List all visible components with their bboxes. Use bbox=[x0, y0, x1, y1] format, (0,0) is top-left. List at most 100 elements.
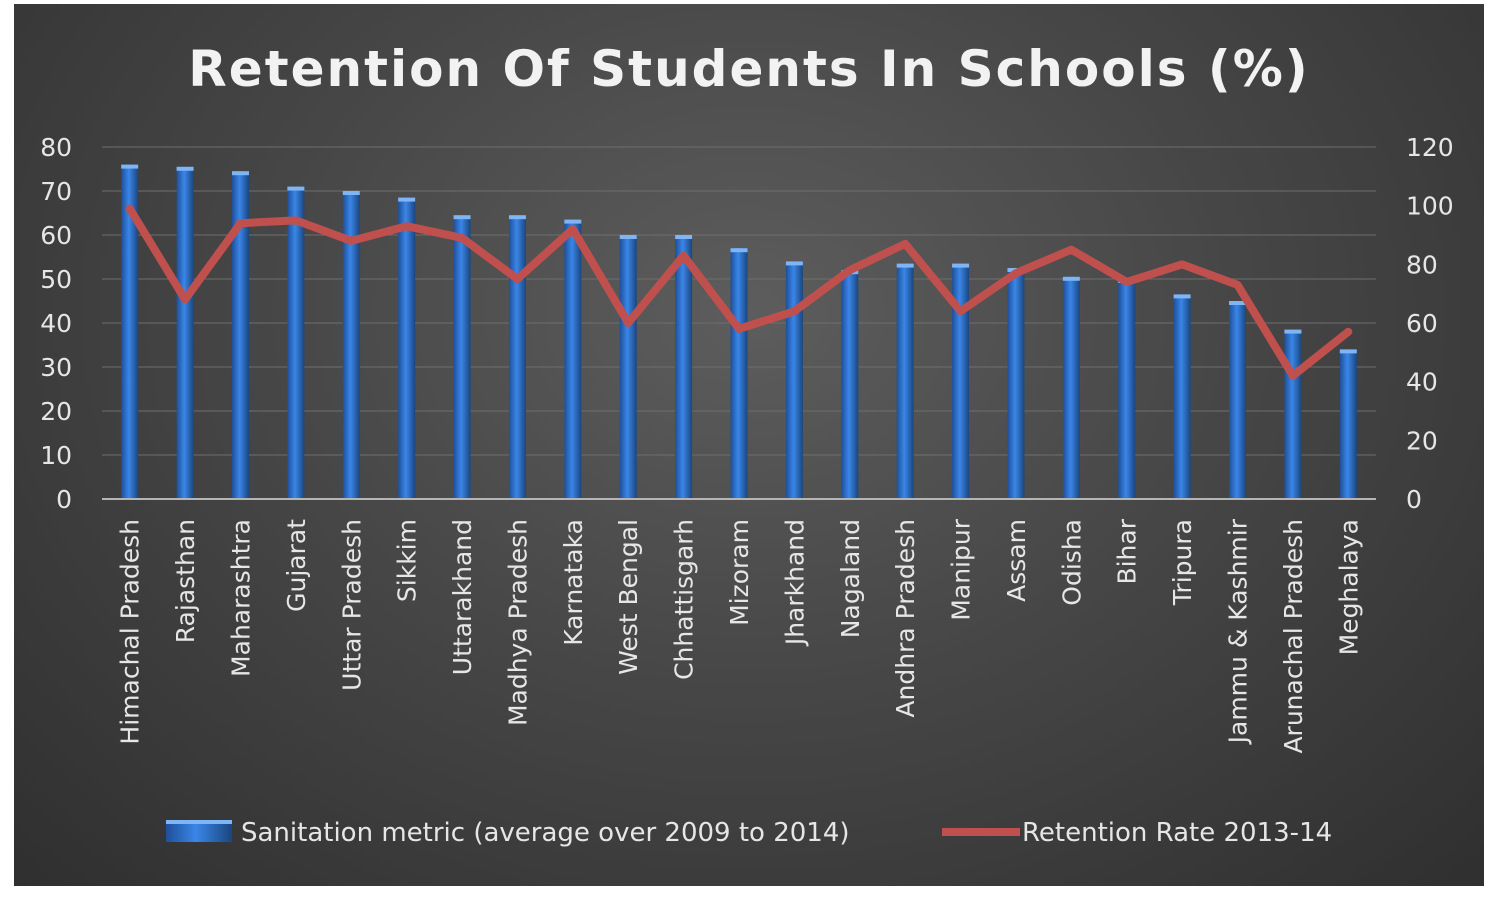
bar-series bbox=[121, 164, 1357, 500]
y-left-tick-label: 60 bbox=[40, 221, 72, 250]
bar bbox=[1062, 276, 1080, 499]
line-point bbox=[904, 242, 907, 245]
y-left-tick-label: 20 bbox=[40, 397, 72, 426]
category-label: Meghalaya bbox=[1334, 519, 1363, 655]
line-point bbox=[516, 278, 519, 280]
line-point bbox=[1181, 263, 1184, 266]
line-point bbox=[1347, 330, 1350, 333]
category-label: Sikkim bbox=[393, 519, 422, 602]
category-label: Assam bbox=[1002, 519, 1031, 602]
line-point bbox=[239, 222, 242, 225]
bar bbox=[121, 164, 139, 499]
line-point bbox=[793, 310, 796, 313]
bar-highlight bbox=[1284, 329, 1302, 334]
category-label: Tripura bbox=[1168, 519, 1197, 606]
bar bbox=[398, 197, 416, 499]
y-left-tick-label: 40 bbox=[40, 309, 72, 338]
chart-frame: Retention Of Students In Schools (%) 0 10… bbox=[14, 4, 1484, 886]
bar-highlight bbox=[564, 219, 582, 224]
line-point bbox=[627, 322, 630, 324]
category-label: Himachal Pradesh bbox=[116, 519, 145, 745]
line-point bbox=[405, 225, 408, 228]
line-point bbox=[184, 298, 187, 301]
legend-label-line: Retention Rate 2013-14 bbox=[1022, 818, 1332, 848]
category-label: Mizoram bbox=[725, 519, 754, 626]
legend: Sanitation metric (average over 2009 to … bbox=[166, 818, 1332, 848]
bar bbox=[785, 261, 803, 499]
bar-highlight bbox=[231, 171, 249, 176]
bar-highlight bbox=[1062, 276, 1080, 281]
category-label: Odisha bbox=[1057, 519, 1086, 606]
bar bbox=[1173, 294, 1191, 499]
bar bbox=[453, 215, 471, 499]
line-point bbox=[682, 254, 685, 257]
y-left-tick-label: 10 bbox=[40, 441, 72, 470]
bar-highlight bbox=[121, 164, 139, 169]
y-right-tick-label: 60 bbox=[1406, 309, 1438, 338]
bar-highlight bbox=[1339, 349, 1357, 354]
category-label: Maharashtra bbox=[226, 519, 255, 677]
bar-highlight bbox=[453, 215, 471, 220]
y-left-tick-label: 50 bbox=[40, 265, 72, 294]
y-right-tick-label: 20 bbox=[1406, 426, 1438, 455]
bar-highlight bbox=[508, 215, 526, 220]
category-label: Bihar bbox=[1113, 518, 1142, 584]
category-label: West Bengal bbox=[614, 519, 643, 675]
bar bbox=[730, 248, 748, 499]
bar bbox=[287, 186, 305, 499]
y-left-tick-label: 80 bbox=[40, 133, 72, 162]
y-left-tick-label: 0 bbox=[56, 485, 72, 514]
line-point bbox=[1236, 283, 1239, 286]
line-series bbox=[125, 204, 1353, 380]
bar-highlight bbox=[619, 235, 637, 239]
y-right-tick-label: 80 bbox=[1406, 250, 1438, 279]
axes: 0 10 20 30 40 50 60 70 80 0 20 40 60 80 100 120 Himachal… bbox=[40, 133, 1454, 754]
line-point bbox=[350, 239, 353, 242]
combo-chart: Retention Of Students In Schools (%) 0 10… bbox=[40, 40, 1454, 848]
bar bbox=[342, 191, 360, 499]
bar-highlight bbox=[398, 197, 416, 202]
line-point bbox=[1125, 280, 1128, 283]
line-point bbox=[959, 310, 962, 313]
bar bbox=[508, 215, 526, 499]
bar-highlight bbox=[176, 166, 194, 171]
y-right-tick-label: 120 bbox=[1406, 133, 1454, 162]
category-label: Jammu & Kashmir bbox=[1224, 518, 1253, 745]
bar-highlight bbox=[287, 186, 305, 191]
y-left-tick-label: 70 bbox=[40, 177, 72, 206]
category-label: Nagaland bbox=[836, 519, 865, 638]
bar-highlight bbox=[1229, 301, 1247, 305]
bar-highlight bbox=[1173, 294, 1191, 299]
chart-title: Retention Of Students In Schools (%) bbox=[188, 40, 1309, 98]
bar bbox=[176, 166, 194, 500]
y-right-tick-label: 0 bbox=[1406, 485, 1422, 514]
category-label: Jharkhand bbox=[780, 519, 809, 647]
bar bbox=[1007, 268, 1025, 499]
line-point bbox=[848, 269, 851, 272]
line-point bbox=[1291, 374, 1294, 377]
bar bbox=[564, 219, 582, 499]
category-label: Chhattisgarh bbox=[670, 519, 699, 680]
bar-highlight bbox=[896, 263, 914, 268]
bar bbox=[1339, 349, 1357, 499]
bar bbox=[1284, 329, 1302, 499]
bar-highlight bbox=[675, 235, 693, 239]
bar bbox=[1229, 301, 1247, 499]
category-label: Manipur bbox=[947, 518, 976, 620]
category-label: Uttarakhand bbox=[448, 519, 477, 675]
line-point bbox=[1014, 272, 1017, 275]
y-right-tick-label: 100 bbox=[1406, 192, 1454, 221]
y-left-tick-label: 30 bbox=[40, 353, 72, 382]
category-label: Arunachal Pradesh bbox=[1279, 519, 1308, 754]
bar bbox=[841, 270, 859, 499]
bar-highlight bbox=[785, 261, 803, 266]
category-label: Gujarat bbox=[282, 519, 311, 612]
legend-label-bar: Sanitation metric (average over 2009 to … bbox=[241, 818, 850, 848]
bar bbox=[675, 235, 693, 499]
bar bbox=[231, 171, 249, 499]
line-point bbox=[294, 219, 297, 222]
bar bbox=[619, 235, 637, 499]
category-label: Andhra Pradesh bbox=[891, 519, 920, 718]
line-point bbox=[461, 236, 464, 239]
line-point bbox=[1070, 248, 1073, 251]
